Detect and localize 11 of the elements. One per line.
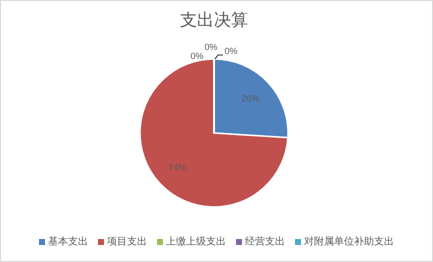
legend-label: 项目支出	[107, 236, 147, 248]
data-label: 26%	[242, 94, 260, 104]
data-label: 74%	[168, 162, 186, 172]
data-label: 0%	[224, 46, 238, 56]
legend-label: 上缴上级支出	[166, 236, 226, 248]
legend-label: 对附属单位补助支出	[304, 236, 394, 248]
legend-label: 经营支出	[245, 236, 285, 248]
data-label: 0%	[190, 51, 204, 61]
data-label: 0%	[204, 42, 218, 52]
title: 支出决算	[180, 10, 248, 30]
legend-label: 基本支出	[48, 236, 88, 248]
